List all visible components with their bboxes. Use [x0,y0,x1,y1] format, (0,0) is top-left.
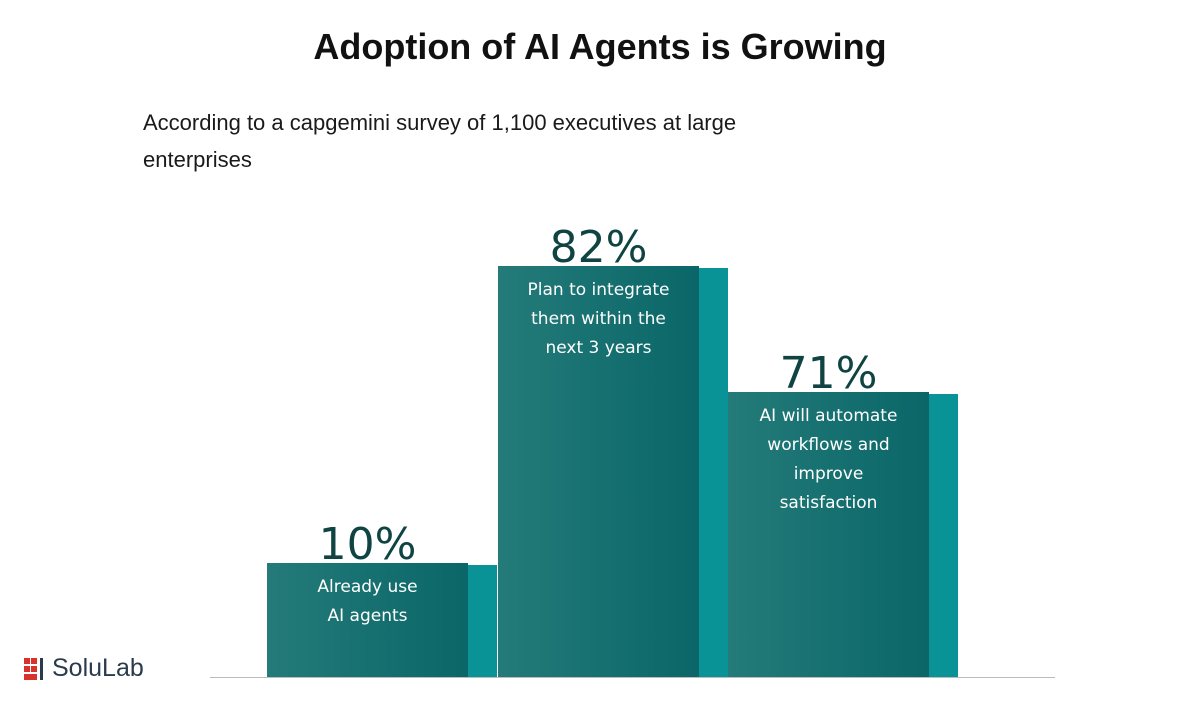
value-label: 71% [779,348,878,399]
bar-front [728,392,929,677]
bar-front [267,563,468,677]
value-label: 82% [549,222,648,273]
solulab-logo-icon [24,657,43,680]
category-label: Plan to integrate them within the next 3 y… [527,280,670,358]
value-label: 10% [318,519,417,570]
chart-subtitle: According to a capgemini survey of 1,100… [143,110,737,172]
bar-side [468,565,497,677]
bar-front [498,266,699,677]
baseline [210,677,1055,678]
logo-text: SoluLab [52,654,144,682]
solulab-logo: SoluLab [24,654,144,683]
category-label: Already use AI agents [317,577,418,626]
bar-side [929,394,958,677]
category-label: AI will automate workflows and improve sati… [759,406,898,513]
chart-title: Adoption of AI Agents is Growing [313,26,887,67]
bar-side [699,268,728,677]
